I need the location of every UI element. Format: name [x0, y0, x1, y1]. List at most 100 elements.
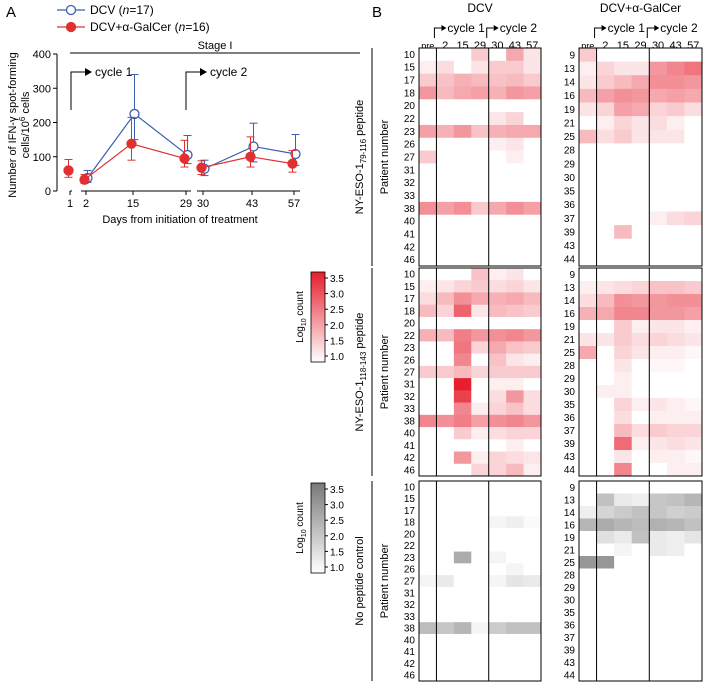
heatmap-cell: [649, 631, 668, 644]
heatmap-cell: [579, 643, 597, 657]
heatmap-cell: [436, 463, 455, 477]
data-point: [129, 108, 140, 120]
heatmap-cell: [666, 556, 685, 569]
heatmap-cell: [436, 563, 455, 576]
legend-marker: [65, 21, 77, 33]
heatmap-cell: [436, 575, 455, 588]
heatmap-cell: [506, 575, 524, 588]
colorbar-tick-label: 2.5: [330, 305, 344, 316]
heatmap-cell: [488, 329, 507, 342]
heatmap-cell: [614, 88, 633, 103]
heatmap-cell: [523, 622, 542, 635]
heatmap-cell: [666, 398, 685, 412]
heatmap-cell: [684, 668, 703, 682]
heatmap-cell: [649, 493, 668, 507]
heatmap-cell: [419, 669, 437, 682]
patient-label: 39: [564, 439, 576, 450]
heatmap-cell: [649, 143, 668, 158]
data-point: [245, 151, 256, 162]
heatmap-cell: [684, 618, 703, 632]
patient-label: 26: [404, 355, 416, 366]
cycle-label: cycle 2: [660, 21, 698, 35]
heatmap-cell: [523, 189, 542, 203]
heatmap-cell: [471, 112, 490, 126]
heatmap-cell: [614, 143, 633, 158]
heatmap-cell: [488, 463, 507, 477]
heatmap-cell: [614, 385, 633, 399]
heatmap-cell: [488, 124, 507, 139]
heatmap-cell: [666, 307, 685, 321]
heatmap-cell: [419, 353, 437, 367]
heatmap-cell: [631, 157, 650, 171]
heatmap-cell: [506, 504, 524, 517]
heatmap-cell: [614, 129, 633, 144]
x-tick-label: 29: [180, 198, 192, 210]
heatmap-cell: [453, 240, 472, 254]
data-point: [248, 141, 259, 152]
heatmap-cell: [523, 214, 542, 228]
heatmap-cell: [488, 353, 507, 367]
heatmap-cell: [614, 631, 633, 644]
heatmap-cell: [419, 280, 437, 293]
heatmap-cell: [436, 73, 455, 87]
heatmap-cell: [488, 150, 507, 164]
heatmap-cell: [453, 451, 472, 465]
heatmap-cell: [523, 253, 542, 267]
patient-label: 14: [564, 508, 576, 519]
heatmap-cell: [471, 124, 490, 139]
heatmap-cell: [436, 214, 455, 228]
heatmap-cell: [436, 48, 455, 62]
heatmap-cell: [614, 359, 633, 373]
heatmap-cell: [666, 102, 685, 117]
heatmap-cell: [506, 124, 524, 139]
x-tick-label: 43: [246, 198, 258, 210]
heatmap-cell: [649, 88, 668, 103]
heatmap-cell: [649, 437, 668, 451]
heatmap-cell: [436, 414, 455, 428]
heatmap-cell: [436, 669, 455, 682]
heatmap-cell: [523, 492, 542, 505]
cycle-1-arrow-line: [70, 71, 85, 110]
patient-label: 10: [404, 50, 416, 61]
heatmap-cell: [684, 346, 703, 360]
heatmap-cell: [488, 292, 507, 306]
heatmap-cell: [453, 329, 472, 342]
grid-frame: [578, 267, 703, 477]
heatmap-cell: [523, 633, 542, 647]
patient-label: 22: [404, 331, 416, 342]
heatmap-cell: [649, 398, 668, 412]
heatmap-cell: [649, 581, 668, 594]
patient-label: 23: [404, 127, 416, 138]
data-point: [196, 162, 207, 173]
patient-label: 31: [404, 165, 416, 176]
heatmap-cell: [649, 170, 668, 185]
heatmap-cell: [614, 518, 633, 532]
grid-frame: [578, 480, 703, 682]
heatmap-cell: [419, 86, 437, 100]
patient-label: 9: [569, 483, 575, 494]
heatmap-cell: [684, 568, 703, 582]
heatmap-cell: [471, 539, 490, 552]
heatmap-cell: [684, 225, 703, 240]
heatmap-cell: [631, 668, 650, 682]
heatmap-cell: [436, 516, 455, 529]
heatmap-cell: [523, 48, 542, 62]
heatmap-cell: [471, 622, 490, 635]
heatmap-cell: [631, 656, 650, 669]
heatmap-cell: [506, 378, 524, 391]
heatmap-cell: [579, 333, 597, 347]
heatmap-cell: [419, 137, 437, 151]
heatmap-cell: [471, 669, 490, 682]
heatmap-cell: [614, 493, 633, 507]
heatmap-cell: [453, 268, 472, 281]
patient-label: 43: [564, 658, 576, 669]
heatmap-cell: [579, 656, 597, 669]
heatmap-cell: [436, 280, 455, 293]
heatmap-cell: [579, 411, 597, 425]
heatmap-cell: [649, 463, 668, 477]
heatmap-cell: [506, 201, 524, 216]
y-tick-label: 200: [33, 118, 51, 130]
patient-label: 30: [564, 173, 576, 184]
